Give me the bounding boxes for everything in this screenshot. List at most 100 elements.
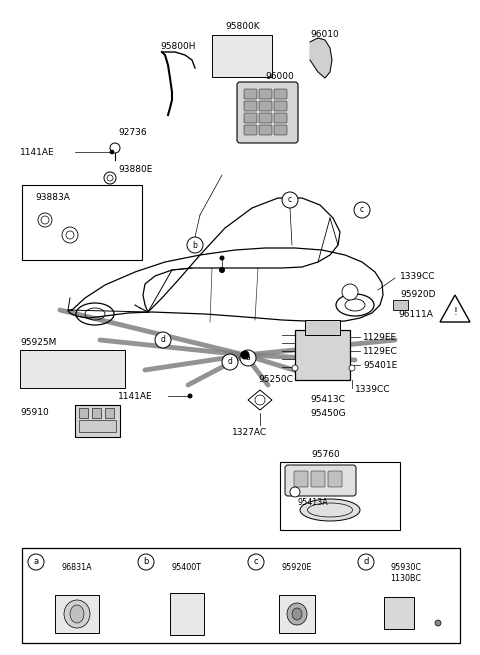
FancyBboxPatch shape xyxy=(244,101,257,111)
Ellipse shape xyxy=(64,600,90,628)
FancyBboxPatch shape xyxy=(279,595,315,633)
Circle shape xyxy=(342,284,358,300)
Text: 93880E: 93880E xyxy=(118,165,152,174)
FancyBboxPatch shape xyxy=(259,101,272,111)
Circle shape xyxy=(62,227,78,243)
Text: d: d xyxy=(228,358,232,367)
Ellipse shape xyxy=(70,605,84,623)
Text: b: b xyxy=(192,240,197,250)
Circle shape xyxy=(241,351,249,359)
Ellipse shape xyxy=(300,499,360,521)
Circle shape xyxy=(290,487,300,497)
Text: 93883A: 93883A xyxy=(35,193,70,202)
Circle shape xyxy=(435,620,441,626)
FancyBboxPatch shape xyxy=(55,595,99,633)
Text: 1129EC: 1129EC xyxy=(363,347,398,356)
Polygon shape xyxy=(310,38,332,78)
Text: 95920D: 95920D xyxy=(400,290,435,299)
Text: 95930C: 95930C xyxy=(391,563,421,572)
Circle shape xyxy=(292,365,298,371)
Text: 95450G: 95450G xyxy=(310,409,346,418)
Text: 1339CC: 1339CC xyxy=(400,272,435,281)
FancyBboxPatch shape xyxy=(311,471,325,487)
FancyBboxPatch shape xyxy=(20,350,125,388)
FancyBboxPatch shape xyxy=(280,462,400,530)
FancyBboxPatch shape xyxy=(328,471,342,487)
Text: 1130BC: 1130BC xyxy=(391,574,421,583)
Circle shape xyxy=(358,554,374,570)
FancyBboxPatch shape xyxy=(244,113,257,123)
Text: 96111A: 96111A xyxy=(398,310,433,319)
Text: 1339CC: 1339CC xyxy=(355,385,391,394)
Circle shape xyxy=(187,237,203,253)
Text: 95925M: 95925M xyxy=(20,338,56,347)
Text: 95400T: 95400T xyxy=(172,563,202,572)
Circle shape xyxy=(107,175,113,181)
FancyBboxPatch shape xyxy=(295,330,350,380)
Circle shape xyxy=(282,192,298,208)
FancyBboxPatch shape xyxy=(22,548,460,643)
FancyBboxPatch shape xyxy=(274,101,287,111)
Circle shape xyxy=(248,554,264,570)
Circle shape xyxy=(354,202,370,218)
Text: 95910: 95910 xyxy=(20,408,49,417)
Text: 1141AE: 1141AE xyxy=(118,392,153,401)
Text: 95760: 95760 xyxy=(312,450,340,459)
Text: 95800K: 95800K xyxy=(226,22,260,31)
FancyBboxPatch shape xyxy=(274,113,287,123)
FancyBboxPatch shape xyxy=(274,89,287,99)
Circle shape xyxy=(41,216,49,224)
Text: 95250C: 95250C xyxy=(258,375,293,384)
Text: d: d xyxy=(363,557,369,567)
FancyBboxPatch shape xyxy=(259,125,272,135)
Circle shape xyxy=(110,150,114,154)
Circle shape xyxy=(349,365,355,371)
FancyBboxPatch shape xyxy=(259,89,272,99)
FancyBboxPatch shape xyxy=(79,420,116,432)
Text: a: a xyxy=(34,557,38,567)
FancyBboxPatch shape xyxy=(212,35,272,77)
Circle shape xyxy=(155,332,171,348)
Text: 95413A: 95413A xyxy=(298,498,329,507)
Circle shape xyxy=(188,394,192,398)
Circle shape xyxy=(219,267,225,272)
Text: d: d xyxy=(161,335,166,345)
FancyBboxPatch shape xyxy=(285,465,356,496)
Text: c: c xyxy=(254,557,258,567)
Text: 96831A: 96831A xyxy=(62,563,92,572)
Ellipse shape xyxy=(292,608,302,620)
Text: 1129EE: 1129EE xyxy=(363,333,397,342)
Circle shape xyxy=(38,213,52,227)
FancyBboxPatch shape xyxy=(393,300,408,310)
FancyBboxPatch shape xyxy=(244,125,257,135)
Circle shape xyxy=(28,554,44,570)
Text: b: b xyxy=(144,557,149,567)
Circle shape xyxy=(110,143,120,153)
FancyBboxPatch shape xyxy=(237,82,298,143)
Ellipse shape xyxy=(287,603,307,625)
FancyBboxPatch shape xyxy=(274,125,287,135)
Text: 95920E: 95920E xyxy=(282,563,312,572)
Circle shape xyxy=(255,395,265,405)
Circle shape xyxy=(138,554,154,570)
FancyBboxPatch shape xyxy=(259,113,272,123)
Text: 95413C: 95413C xyxy=(310,395,345,404)
Text: 1141AE: 1141AE xyxy=(20,148,55,157)
FancyBboxPatch shape xyxy=(92,408,101,418)
Circle shape xyxy=(222,354,238,370)
Text: c: c xyxy=(360,206,364,214)
Circle shape xyxy=(240,350,256,366)
Text: c: c xyxy=(288,195,292,204)
FancyBboxPatch shape xyxy=(384,597,414,629)
FancyBboxPatch shape xyxy=(22,185,142,260)
Circle shape xyxy=(104,172,116,184)
Polygon shape xyxy=(248,390,272,410)
FancyBboxPatch shape xyxy=(244,89,257,99)
Text: 95800H: 95800H xyxy=(160,42,196,51)
Text: 96010: 96010 xyxy=(311,30,339,39)
FancyBboxPatch shape xyxy=(105,408,114,418)
Text: !: ! xyxy=(453,307,457,317)
FancyBboxPatch shape xyxy=(294,471,308,487)
Text: 92736: 92736 xyxy=(118,128,146,137)
FancyBboxPatch shape xyxy=(75,405,120,437)
